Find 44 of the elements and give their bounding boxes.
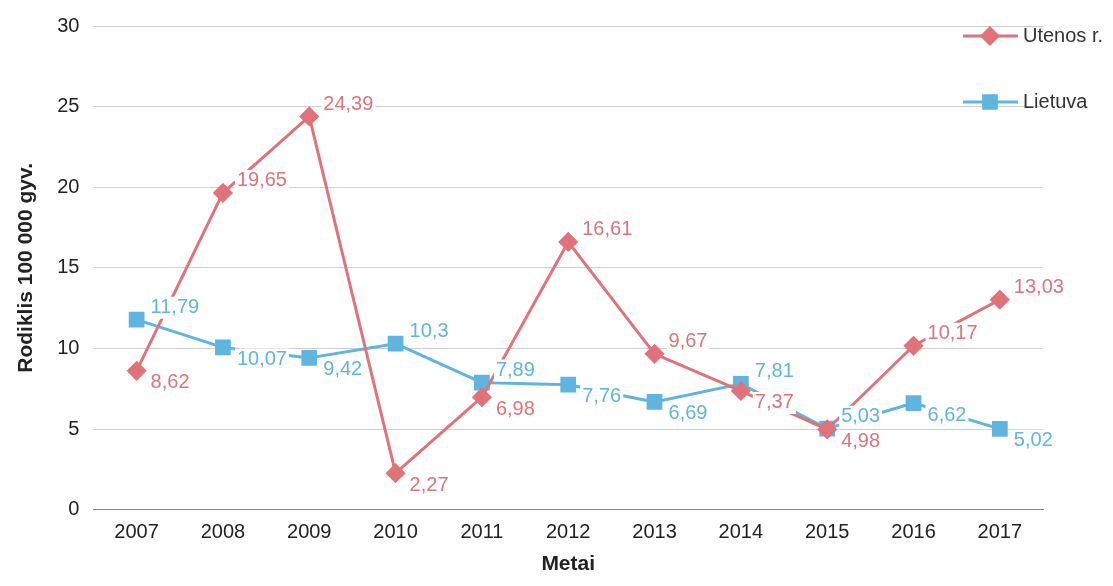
data-label: 7,89	[495, 358, 535, 381]
data-label: 6,62	[927, 402, 967, 425]
data-label: 10,3	[409, 319, 449, 342]
data-label: 2,27	[409, 472, 449, 495]
data-label: 6,98	[495, 396, 535, 419]
x-axis-title: Metai	[541, 551, 596, 575]
data-label: 9,42	[323, 357, 363, 380]
legend-label: Utenos r.	[1022, 23, 1104, 46]
y-tick-label: 20	[57, 174, 80, 197]
x-tick-label: 2008	[200, 520, 246, 543]
data-label: 8,62	[150, 370, 190, 393]
y-tick-label: 10	[57, 336, 80, 359]
x-tick-label: 2017	[977, 520, 1023, 543]
y-tick-label: 25	[57, 94, 80, 117]
y-tick-label: 15	[57, 255, 80, 278]
data-label: 10,17	[927, 321, 978, 344]
data-label: 6,69	[668, 401, 708, 424]
y-tick-label: 5	[68, 416, 80, 439]
data-label: 9,67	[668, 329, 708, 352]
x-tick-label: 2007	[114, 520, 159, 543]
x-tick-label: 2012	[545, 520, 591, 543]
data-label: 10,07	[236, 346, 287, 369]
x-tick-label: 2009	[287, 520, 332, 543]
x-tick-label: 2013	[632, 520, 677, 543]
y-tick-label: 30	[57, 13, 80, 36]
x-tick-label: 2011	[460, 520, 504, 543]
data-label: 19,65	[236, 168, 287, 191]
x-tick-label: 2010	[373, 520, 418, 543]
data-label: 7,81	[754, 359, 794, 382]
y-tick-label: 0	[68, 497, 80, 520]
data-label: 5,02	[1013, 428, 1053, 451]
data-label: 24,39	[323, 91, 374, 114]
x-tick-label: 2016	[891, 520, 936, 543]
legend-label: Lietuva	[1022, 89, 1089, 112]
x-tick-label: 2014	[718, 520, 764, 543]
data-label: 4,98	[841, 429, 881, 451]
data-label: 11,79	[150, 295, 200, 318]
x-tick-label: 2015	[804, 520, 850, 543]
data-label: 16,61	[582, 217, 633, 240]
y-axis-title: Rodiklis 100 000 gyv.	[13, 163, 37, 373]
data-label: 7,37	[754, 390, 794, 413]
data-label: 7,76	[582, 384, 622, 407]
data-label: 5,03	[841, 404, 881, 427]
data-label: 13,03	[1013, 275, 1064, 298]
